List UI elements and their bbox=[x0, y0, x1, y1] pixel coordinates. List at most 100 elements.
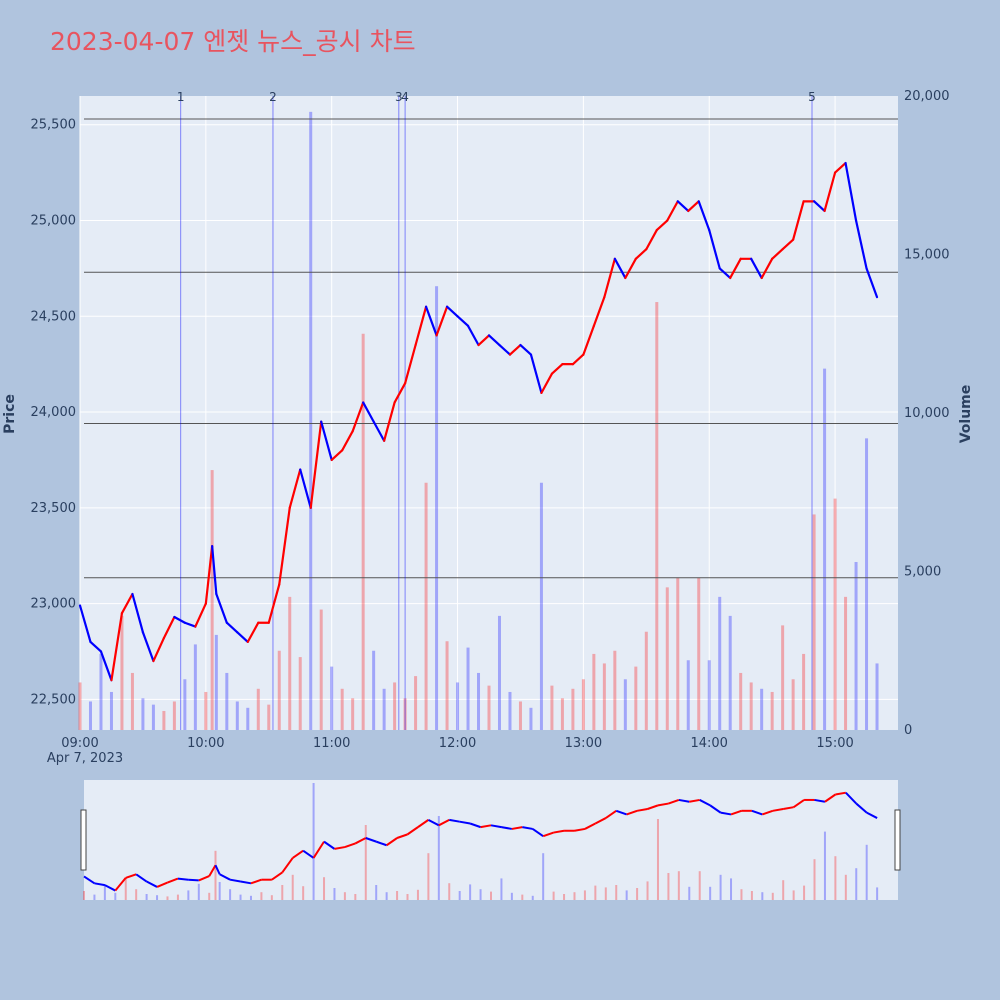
rangeslider-volume-bar bbox=[677, 871, 680, 900]
volume-bar bbox=[162, 710, 166, 730]
price-segment bbox=[498, 343, 512, 356]
rangeslider-volume-bar bbox=[124, 878, 127, 900]
volume-bar bbox=[403, 698, 407, 730]
rangeslider-price-segment bbox=[219, 873, 231, 881]
price-tick-labels: 22,500 23,000 23,500 24,000 24,500 25,000 25,5… bbox=[31, 118, 77, 708]
rangeslider-volume-bar bbox=[166, 896, 169, 900]
price-segment bbox=[173, 615, 186, 624]
price-segment bbox=[141, 631, 155, 663]
price-segment bbox=[540, 372, 554, 394]
rangeslider-price-segment bbox=[720, 811, 732, 816]
price-tick-label: 23,500 bbox=[31, 501, 77, 516]
price-segment bbox=[351, 401, 365, 433]
rangeslider-price-segment bbox=[427, 818, 440, 827]
rangeslider-price-segment bbox=[699, 799, 711, 807]
rangeslider-price-segment bbox=[386, 837, 398, 847]
rangeslider-volume-bar bbox=[844, 874, 847, 900]
rangeslider-volume-bar bbox=[823, 831, 826, 900]
price-tick-label: 24,000 bbox=[31, 405, 77, 420]
volume-bar bbox=[246, 707, 250, 730]
volume-bar bbox=[613, 650, 617, 730]
rangeslider-price-segment bbox=[156, 881, 168, 888]
rangeslider-left-handle[interactable] bbox=[80, 809, 87, 871]
price-tick-label: 24,500 bbox=[31, 309, 77, 324]
price-segment bbox=[456, 315, 470, 327]
price-segment bbox=[435, 305, 449, 337]
rangeslider-price-segment bbox=[302, 849, 315, 859]
price-tick-label: 25,500 bbox=[31, 118, 77, 133]
volume-bar bbox=[445, 641, 449, 730]
rangeslider-price-segment bbox=[469, 822, 481, 829]
time-tick-label: 14:00 bbox=[690, 736, 727, 751]
main-plot-area[interactable] bbox=[80, 96, 898, 730]
rangeslider-volume-bar bbox=[521, 894, 524, 900]
y2-axis-title: Volume bbox=[958, 385, 974, 444]
rangeslider-price-segment bbox=[647, 804, 659, 810]
rangeslider-volume-bar bbox=[615, 885, 618, 900]
rangeslider-volume-bar bbox=[114, 892, 117, 900]
volume-bar bbox=[288, 596, 292, 730]
rangeslider-price-segment bbox=[406, 826, 419, 836]
volume-bar bbox=[424, 482, 428, 730]
rangeslider[interactable] bbox=[84, 780, 898, 900]
rangeslider-volume-bar bbox=[364, 825, 367, 900]
rangeslider-price-segment bbox=[198, 875, 210, 882]
price-segment bbox=[445, 305, 459, 318]
price-segment bbox=[152, 636, 165, 663]
price-segment bbox=[750, 257, 763, 280]
volume-bar bbox=[865, 438, 869, 730]
volume-tick-label: 0 bbox=[904, 723, 912, 738]
rangeslider-volume-bar bbox=[323, 877, 326, 900]
volume-bar bbox=[235, 701, 239, 730]
volume-bar bbox=[728, 615, 732, 730]
price-segment bbox=[571, 353, 585, 366]
rangeslider-volume-bar bbox=[761, 892, 764, 900]
rangeslider-price-segment bbox=[417, 819, 429, 828]
rangeslider-price-segment bbox=[615, 809, 627, 816]
news-marker-label: 3 bbox=[395, 90, 403, 104]
rangeslider-volume-bar bbox=[698, 871, 701, 900]
rangeslider-price-segment bbox=[584, 822, 596, 830]
volume-bar bbox=[823, 368, 827, 730]
price-segment bbox=[89, 640, 103, 653]
rangeslider-price-segment bbox=[114, 877, 127, 892]
price-segment bbox=[613, 257, 627, 280]
rangeslider-right-handle[interactable] bbox=[894, 809, 901, 871]
volume-bar bbox=[456, 682, 460, 730]
volume-bar bbox=[676, 577, 680, 730]
volume-bar bbox=[550, 685, 554, 730]
price-segment bbox=[131, 592, 145, 634]
rangeslider-price-segment bbox=[375, 840, 387, 847]
news-marker-label: 5 bbox=[808, 90, 816, 104]
rangeslider-price-segment bbox=[522, 826, 533, 830]
price-segment bbox=[760, 257, 774, 280]
price-segment bbox=[676, 200, 690, 213]
volume-tick-label: 15,000 bbox=[904, 248, 950, 263]
time-tick-label: 10:00 bbox=[187, 736, 224, 751]
rangeslider-volume-bar bbox=[583, 890, 586, 900]
rangeslider-price-segment bbox=[668, 798, 680, 805]
rangeslider-volume-bar bbox=[291, 874, 294, 900]
rangeslider-price-segment bbox=[855, 802, 868, 814]
price-segment bbox=[267, 583, 281, 624]
rangeslider-price-segment bbox=[214, 864, 221, 875]
price-segment bbox=[194, 602, 207, 628]
volume-bar bbox=[372, 650, 376, 730]
grid-lines bbox=[79, 96, 898, 730]
rangeslider-volume-bar bbox=[83, 891, 85, 900]
rangeslider-price-segment bbox=[762, 809, 774, 816]
volume-bar bbox=[151, 704, 155, 730]
volume-bar bbox=[707, 660, 711, 730]
price-tick-label: 23,000 bbox=[31, 597, 77, 612]
price-segment bbox=[383, 401, 396, 442]
rangeslider-price-segment bbox=[730, 809, 742, 816]
rangeslider-price-segment bbox=[459, 820, 471, 825]
rangeslider-price-segment bbox=[657, 802, 669, 807]
volume-bar bbox=[592, 653, 596, 730]
rangeslider-volume-bar bbox=[239, 894, 242, 900]
price-segment bbox=[330, 449, 344, 462]
volume-bar bbox=[340, 688, 344, 730]
rangeslider-price-segment bbox=[167, 877, 179, 884]
price-segment bbox=[655, 219, 669, 232]
